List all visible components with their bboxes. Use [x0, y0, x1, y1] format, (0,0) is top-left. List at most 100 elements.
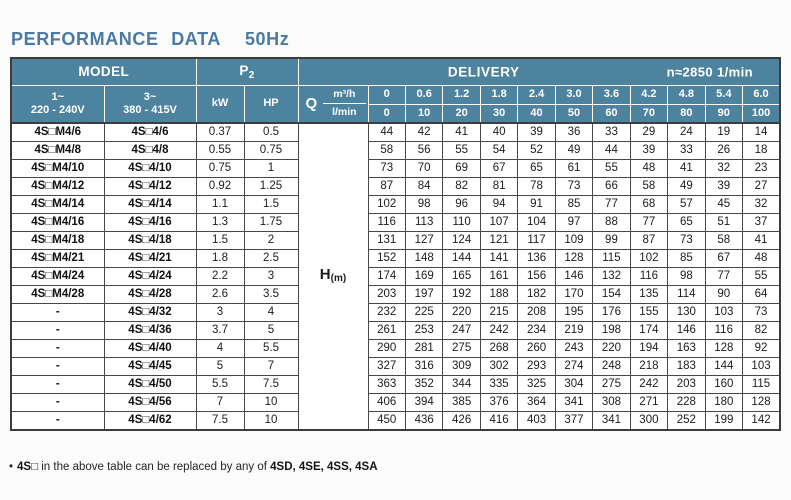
power-hp: 1.25: [243, 177, 299, 196]
power-kw: 1.5: [195, 231, 245, 250]
table-row: 4S□M4/21 4S□4/21 1.8 2.5 152 148 144 141 136 128 1…: [10, 249, 781, 268]
model-single-phase: -: [10, 303, 105, 322]
head-value: 55: [592, 159, 631, 178]
head-value: 64: [742, 285, 781, 304]
head-value: 376: [479, 393, 519, 412]
head-value: 68: [629, 195, 669, 214]
flow-value-lmin: 40: [517, 103, 556, 124]
head-value: 40: [479, 122, 519, 142]
head-value: 67: [479, 159, 519, 178]
head-value: 73: [367, 159, 406, 178]
head-value: 107: [479, 213, 519, 232]
head-value: 90: [704, 285, 744, 304]
head-value: 73: [554, 177, 594, 196]
power-hp: 3.5: [243, 285, 299, 304]
table-row: 4S□M4/28 4S□4/28 2.6 3.5 203 197 192 188 182 170 1…: [10, 285, 781, 304]
power-kw: 7: [195, 393, 245, 412]
head-value: 377: [554, 411, 594, 431]
power-kw: 0.75: [195, 159, 245, 178]
footnote-model-list: 4SD, 4SE, 4SS, 4SA: [270, 461, 378, 473]
head-value: 45: [704, 195, 744, 214]
power-hp: 2.5: [243, 249, 299, 268]
head-value: 52: [517, 141, 556, 160]
head-value: 197: [404, 285, 444, 304]
q-label: Q: [305, 95, 318, 113]
head-value: 325: [517, 375, 556, 394]
head-value: 41: [442, 122, 481, 142]
head-value: 116: [629, 267, 669, 286]
model-three-phase: 4S□4/18: [103, 231, 197, 250]
head-value: 116: [367, 213, 406, 232]
model-three-phase: 4S□4/21: [103, 249, 197, 268]
power-kw: 2.6: [195, 285, 245, 304]
head-value: 78: [517, 177, 556, 196]
head-value: 41: [667, 159, 706, 178]
head-value: 309: [442, 357, 481, 376]
head-value: 18: [742, 141, 781, 160]
head-value: 136: [517, 249, 556, 268]
footnote-text: in the above table can be replaced by an…: [38, 461, 271, 473]
head-value: 154: [592, 285, 631, 304]
power-kw: 3: [195, 303, 245, 322]
delivery-header: DELIVERY n≈2850 1/min: [297, 57, 781, 86]
head-value: 73: [742, 303, 781, 322]
head-value: 110: [442, 213, 481, 232]
head-value: 19: [704, 122, 744, 142]
head-value: 174: [629, 321, 669, 340]
head-value: 87: [629, 231, 669, 250]
head-value: 103: [742, 357, 781, 376]
head-value: 215: [479, 303, 519, 322]
head-value: 117: [517, 231, 556, 250]
head-value: 109: [554, 231, 594, 250]
p2-label: P: [239, 62, 249, 78]
head-value: 268: [479, 339, 519, 358]
head-value: 327: [367, 357, 406, 376]
head-value: 271: [629, 393, 669, 412]
head-value: 61: [554, 159, 594, 178]
flow-value-m3h: 4.2: [629, 84, 669, 105]
head-value: 96: [442, 195, 481, 214]
flow-value-lmin: 50: [554, 103, 594, 124]
table-row: 4S□M4/18 4S□4/18 1.5 2 131 127 124 121 117 109 99 8…: [10, 231, 781, 250]
head-value: 87: [367, 177, 406, 196]
head-value: 82: [742, 321, 781, 340]
table-row: 4S□M4/6 4S□4/6 0.37 0.5 H(m) 44 42 41 40 39 36 33 29…: [10, 122, 781, 431]
delivery-label: DELIVERY: [447, 64, 520, 80]
head-value: 23: [742, 159, 781, 178]
head-value: 85: [554, 195, 594, 214]
head-value: 406: [367, 393, 406, 412]
power-kw: 2.2: [195, 267, 245, 286]
head-value: 48: [742, 249, 781, 268]
power-hp: 0.5: [243, 122, 299, 142]
power-kw: 0.55: [195, 141, 245, 160]
power-hp: 10: [243, 411, 299, 431]
model-three-phase: 4S□4/10: [103, 159, 197, 178]
single-phase-line1: 1~: [51, 90, 65, 103]
head-value: 160: [704, 375, 744, 394]
head-value: 403: [517, 411, 556, 431]
model-three-phase: 4S□4/6: [103, 122, 197, 142]
head-value: 155: [629, 303, 669, 322]
footnote-model-placeholder: 4S□: [17, 461, 39, 473]
head-value: 36: [554, 122, 594, 142]
head-value: 232: [367, 303, 406, 322]
head-value: 82: [442, 177, 481, 196]
flow-value-m3h: 3.6: [592, 84, 631, 105]
hp-header: HP: [243, 84, 299, 124]
p2-header: P2: [195, 57, 299, 86]
table-row: -4S□4/36 3.7 5 261 253 247 242 234 219 198 174 146 1…: [10, 321, 781, 340]
head-label-unit: (m): [330, 273, 347, 284]
head-value: 56: [404, 141, 444, 160]
model-three-phase: 4S□4/16: [103, 213, 197, 232]
head-value: 128: [554, 249, 594, 268]
head-value: 98: [404, 195, 444, 214]
power-hp: 0.75: [243, 141, 299, 160]
head-value: 260: [517, 339, 556, 358]
model-single-phase: 4S□M4/28: [10, 285, 105, 304]
head-value: 77: [704, 267, 744, 286]
three-phase-line1: 3~: [143, 90, 157, 103]
model-three-phase: 4S□4/36: [103, 321, 197, 340]
head-value: 436: [404, 411, 444, 431]
head-value: 199: [704, 411, 744, 431]
flow-value-m3h: 4.8: [667, 84, 706, 105]
